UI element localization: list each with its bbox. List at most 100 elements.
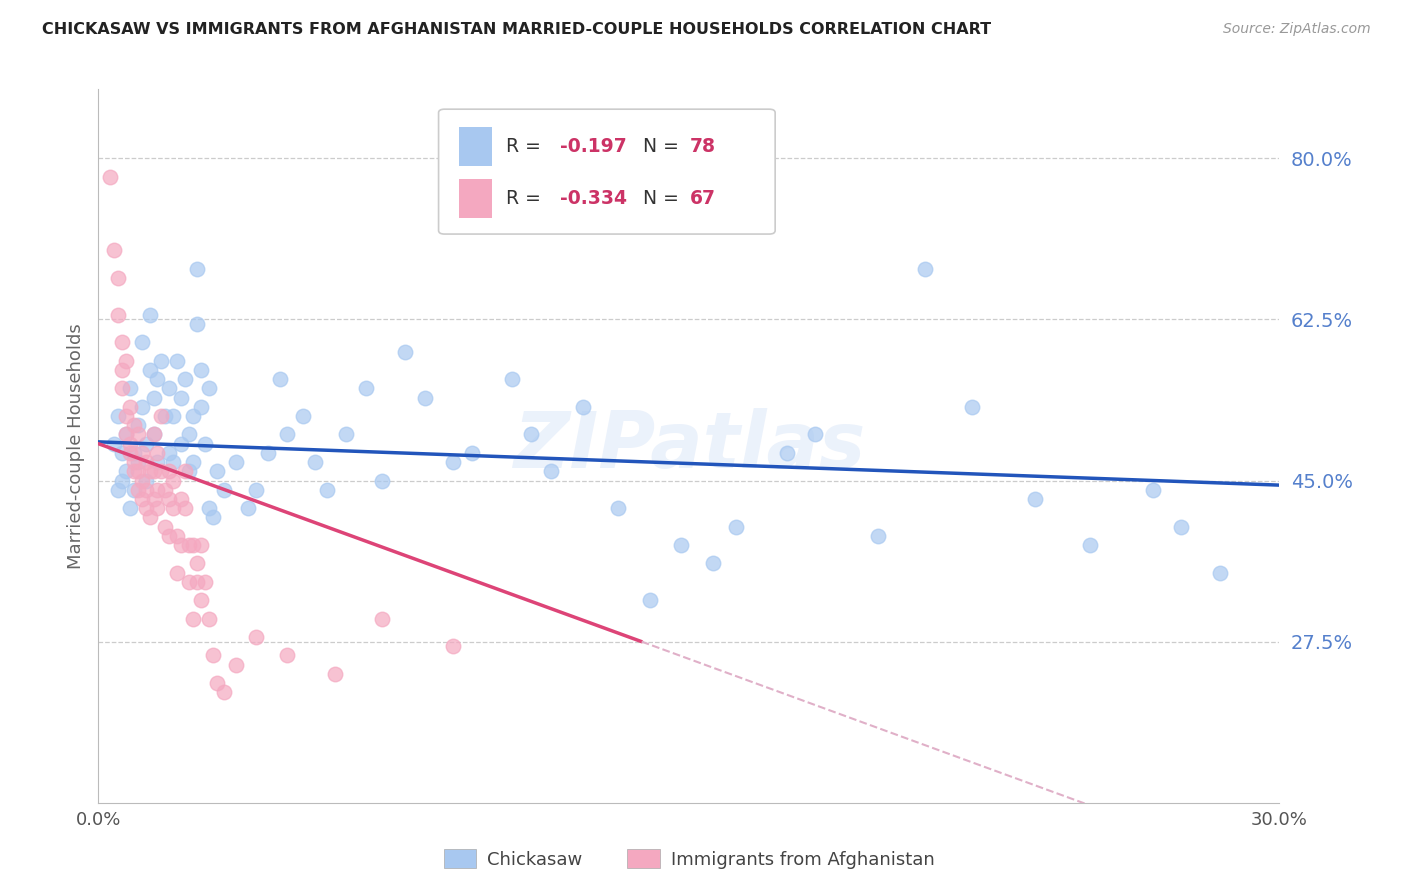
Point (155, 409, 177, 423)
Text: N =: N = (631, 189, 685, 208)
Text: 78: 78 (690, 136, 716, 156)
Bar (458, 178, 492, 218)
Point (111, 474, 134, 488)
Point (315, 483, 337, 497)
Point (146, 446, 169, 460)
Point (122, 464, 145, 478)
Point (186, 557, 208, 571)
Point (138, 308, 160, 322)
Point (304, 455, 326, 469)
Point (292, 409, 315, 423)
Point (201, 648, 224, 663)
Point (122, 455, 145, 469)
Point (162, 409, 184, 423)
Point (245, 630, 267, 644)
Point (146, 372, 169, 386)
Point (138, 510, 160, 524)
Point (166, 529, 188, 543)
Point (323, 666, 346, 681)
Point (181, 538, 204, 552)
Point (205, 676, 228, 690)
Point (157, 529, 180, 543)
Point (115, 409, 138, 423)
Point (638, 593, 661, 607)
Point (157, 446, 180, 460)
Point (776, 446, 799, 460)
Point (103, 436, 125, 450)
Bar (458, 127, 492, 166)
Point (115, 354, 138, 368)
Point (142, 491, 165, 506)
Point (335, 427, 357, 442)
Point (186, 574, 208, 589)
Point (135, 474, 157, 488)
Point (1080, 538, 1102, 552)
Point (571, 400, 593, 414)
Point (127, 464, 149, 478)
Point (725, 519, 748, 533)
Point (142, 464, 165, 478)
Text: Source: ZipAtlas.com: Source: ZipAtlas.com (1223, 22, 1371, 37)
Point (162, 501, 184, 516)
Point (177, 574, 200, 589)
Point (181, 409, 204, 423)
Point (131, 491, 153, 506)
Point (371, 612, 394, 626)
Point (111, 335, 134, 350)
Point (441, 640, 464, 654)
Text: -0.334: -0.334 (560, 189, 627, 208)
Point (256, 446, 278, 460)
Point (118, 381, 141, 395)
Point (170, 491, 193, 506)
Point (131, 400, 153, 414)
Point (135, 483, 157, 497)
Point (166, 354, 188, 368)
Point (118, 400, 141, 414)
Point (413, 391, 436, 405)
Point (127, 483, 149, 497)
Point (103, 244, 125, 258)
Point (194, 436, 217, 450)
Point (166, 566, 188, 580)
Text: ZIPatlas: ZIPatlas (513, 408, 865, 484)
Point (155, 483, 177, 497)
Point (150, 464, 173, 478)
Point (118, 436, 141, 450)
Point (177, 427, 200, 442)
Point (354, 381, 377, 395)
Point (157, 464, 180, 478)
Point (245, 483, 267, 497)
Point (236, 501, 259, 516)
Point (269, 372, 291, 386)
Point (194, 574, 217, 589)
Point (520, 427, 543, 442)
Point (225, 455, 247, 469)
Point (107, 409, 129, 423)
Point (118, 501, 141, 516)
Point (914, 261, 936, 276)
Point (170, 391, 193, 405)
Point (461, 446, 484, 460)
Point (111, 363, 134, 377)
Point (146, 455, 169, 469)
Point (155, 519, 177, 533)
Point (962, 400, 984, 414)
Point (142, 427, 165, 442)
Point (607, 501, 630, 516)
Point (197, 501, 219, 516)
Point (174, 464, 197, 478)
Point (197, 612, 219, 626)
Point (804, 427, 827, 442)
Point (394, 344, 416, 359)
Point (127, 418, 149, 433)
Point (186, 261, 208, 276)
Point (181, 612, 204, 626)
Point (1142, 483, 1164, 497)
Point (181, 455, 204, 469)
Point (127, 455, 149, 469)
Point (190, 363, 212, 377)
Point (162, 455, 184, 469)
Point (540, 464, 562, 478)
Point (157, 491, 180, 506)
Point (131, 446, 153, 460)
